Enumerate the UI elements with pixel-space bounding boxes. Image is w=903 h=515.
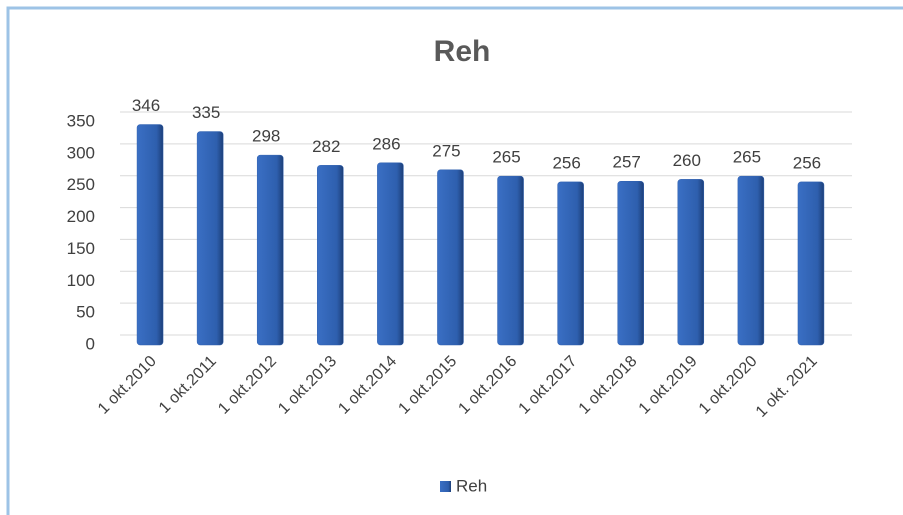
y-tick-label: 350 [67,111,95,130]
x-tick-label: 1 okt.2013 [275,353,340,418]
bar [677,179,705,346]
x-tick-label: 1 okt.2012 [215,353,280,418]
x-tick-label: 1 okt.2015 [395,353,460,418]
y-tick-label: 300 [67,143,95,162]
chart-title: Reh [434,35,491,68]
data-label: 265 [733,148,761,167]
x-tick-label: 1 okt.2010 [95,353,160,418]
x-tick-label: 1 okt.2014 [335,353,400,418]
x-tick-label: 1 okt.2017 [516,353,581,418]
bar [377,162,404,346]
y-tick-label: 200 [67,207,95,226]
data-label: 256 [552,153,580,172]
legend: Reh [440,476,487,495]
bar [136,124,164,346]
data-label: 256 [793,153,821,172]
x-tick-label: 1 okt.2016 [455,353,520,418]
y-tick-label: 0 [86,334,95,353]
legend-swatch [440,481,451,492]
data-label: 275 [432,141,460,160]
bar [196,131,224,346]
bar [737,175,765,346]
bar [317,165,344,346]
legend-label: Reh [456,476,487,495]
data-label: 346 [132,96,160,115]
data-label: 298 [252,127,280,146]
x-tick-label: 1 okt.2011 [156,353,220,417]
data-label: 335 [192,103,220,122]
x-tick-label: 1 okt. 2021 [753,353,821,421]
data-label: 286 [372,134,400,153]
bar [557,181,584,346]
bar [617,181,644,346]
y-tick-label: 150 [67,239,95,258]
data-label: 282 [312,137,340,156]
bar [437,169,464,346]
x-tick-label: 1 okt.2020 [696,353,761,418]
y-tick-label: 50 [76,303,95,322]
bar [256,154,284,346]
data-label: 257 [613,153,641,172]
y-tick-label: 250 [67,175,95,194]
x-tick-label: 1 okt.2019 [636,353,701,418]
data-label: 260 [673,151,701,170]
x-tick-label: 1 okt.2018 [576,353,641,418]
data-label: 265 [492,148,520,167]
bar [497,175,524,346]
y-tick-label: 100 [67,271,95,290]
bar [797,181,825,346]
frame [6,6,903,515]
